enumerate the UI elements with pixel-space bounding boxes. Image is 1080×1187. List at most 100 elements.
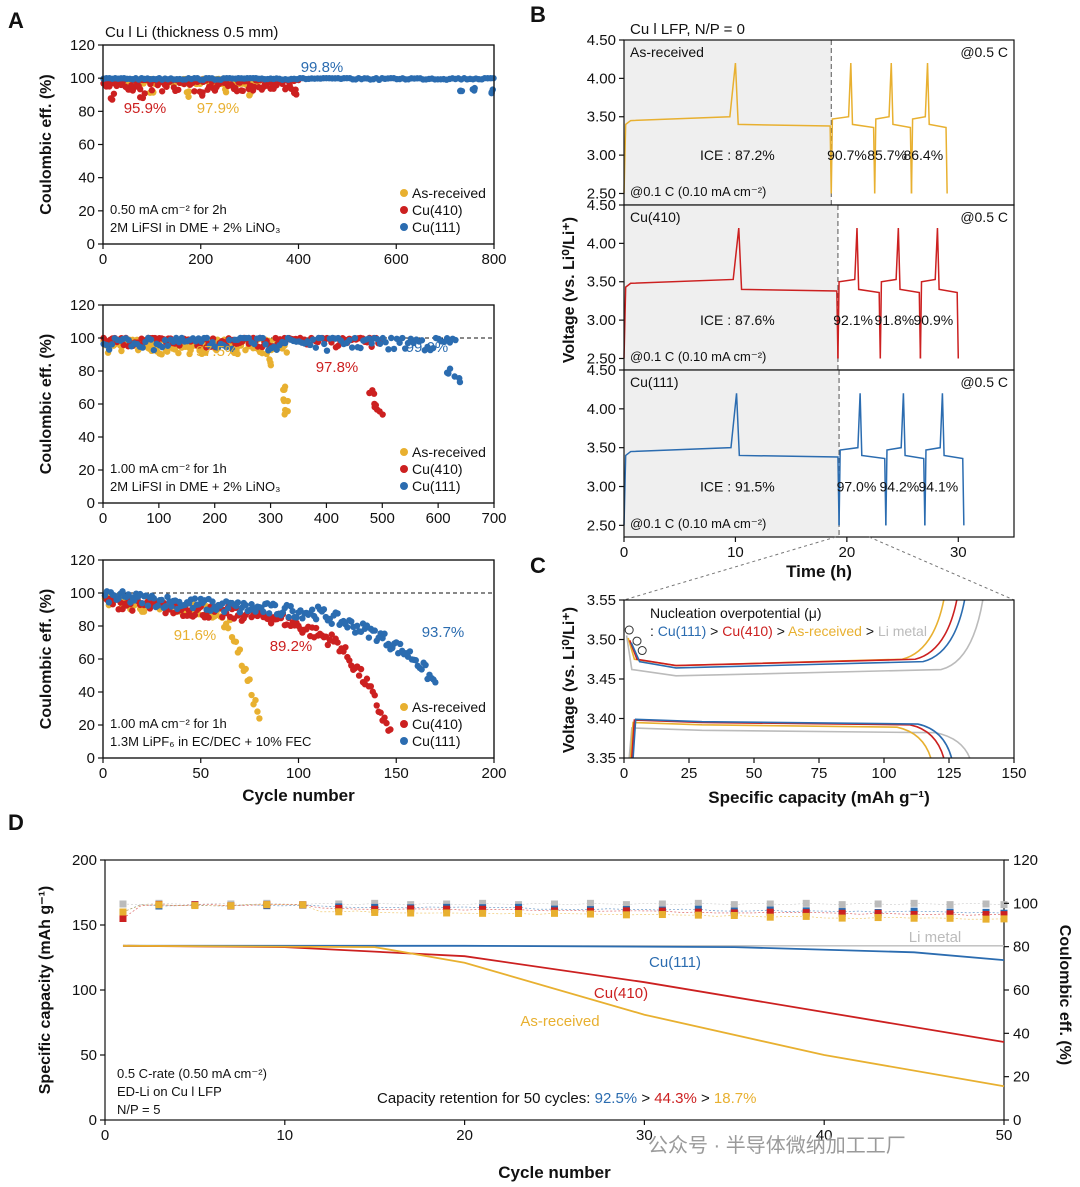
y-tick-label: 100 <box>70 585 95 602</box>
x-tick-label: 10 <box>727 544 744 561</box>
ce-marker <box>551 909 558 917</box>
y2-tick-label: 0 <box>1013 1112 1021 1129</box>
data-point <box>125 336 132 344</box>
x-axis-title: Cycle number <box>242 786 355 805</box>
data-point <box>323 347 331 354</box>
data-point <box>371 692 378 699</box>
data-point <box>115 595 122 602</box>
data-point <box>148 87 156 94</box>
ce-marker <box>910 911 918 919</box>
condition-line: N/P = 5 <box>117 1102 160 1117</box>
data-point <box>262 341 269 348</box>
y-tick-label: 100 <box>72 982 97 999</box>
data-point <box>164 342 171 349</box>
ce-marker <box>982 915 990 923</box>
series-ce-label: 99.8% <box>301 59 344 76</box>
y-tick-label: 4.50 <box>587 362 616 379</box>
ce-marker <box>1000 901 1008 909</box>
data-point <box>242 665 249 673</box>
x-tick-label: 50 <box>996 1127 1013 1144</box>
data-point <box>387 726 394 733</box>
y-tick-label: 120 <box>70 37 95 54</box>
y-tick-label: 150 <box>72 917 97 934</box>
condition-line: ED-Li on Cu l LFP <box>117 1084 222 1099</box>
data-point <box>357 665 365 673</box>
x-tick-label: 0 <box>101 1127 109 1144</box>
series-label: As-received <box>520 1013 599 1030</box>
data-point <box>267 620 275 627</box>
x-tick-label: 20 <box>839 544 856 561</box>
x-tick-label: 200 <box>202 510 227 527</box>
charge-curve <box>628 599 958 667</box>
legend-marker <box>400 720 408 728</box>
y-tick-label: 4.00 <box>587 70 616 87</box>
y2-tick-label: 80 <box>1013 939 1030 956</box>
y-tick-label: 80 <box>78 618 95 635</box>
data-point <box>158 596 165 604</box>
ice-label: ICE : 87.6% <box>700 312 775 328</box>
y-tick-label: 3.00 <box>587 312 616 329</box>
legend-marker <box>400 703 408 711</box>
ce-marker <box>515 909 523 917</box>
panel-b-title: Cu l LFP, N/P = 0 <box>630 21 745 38</box>
data-point <box>348 344 356 351</box>
series-label: Cu(111) <box>649 954 701 971</box>
data-point <box>489 86 496 93</box>
y-tick-label: 40 <box>78 684 95 701</box>
x-tick-label: 500 <box>370 510 395 527</box>
y-tick-label: 4.50 <box>587 197 616 214</box>
x-tick-label: 0 <box>99 765 107 782</box>
discharge-curve <box>632 718 953 759</box>
ce-marker <box>946 914 954 922</box>
data-point <box>456 378 464 386</box>
data-point <box>346 657 353 664</box>
data-point <box>175 349 182 357</box>
y-tick-label: 40 <box>78 429 95 446</box>
charge-curve <box>630 599 966 669</box>
y-tick-label: 3.35 <box>587 750 616 767</box>
data-point <box>147 336 155 343</box>
y-tick-label: 3.50 <box>587 274 616 291</box>
x-tick-label: 700 <box>481 510 506 527</box>
data-point <box>401 345 409 352</box>
y-axis-title: Coulombic eff. (%) <box>38 334 55 474</box>
data-point <box>248 691 255 699</box>
y-tick-label: 40 <box>78 170 95 187</box>
y-tick-label: 4.00 <box>587 235 616 252</box>
y2-tick-label: 60 <box>1013 982 1030 999</box>
cycle-ce-label: 94.2% <box>880 479 920 495</box>
y-tick-label: 2.50 <box>587 517 616 534</box>
x-tick-label: 300 <box>258 510 283 527</box>
y-tick-label: 0 <box>87 236 95 253</box>
cycle-ce-label: 90.9% <box>913 312 953 328</box>
scatter-points <box>100 334 464 418</box>
data-point <box>191 595 199 602</box>
nucleation-marker <box>624 625 634 635</box>
data-point <box>259 334 266 342</box>
ce-marker <box>479 909 487 917</box>
data-point <box>373 702 380 709</box>
data-point <box>443 369 451 376</box>
y-tick-label: 2.50 <box>587 185 616 202</box>
data-point <box>139 94 147 102</box>
data-point <box>129 607 136 614</box>
data-point <box>205 614 212 621</box>
y2-tick-label: 120 <box>1013 852 1038 869</box>
data-point <box>138 599 146 607</box>
y-axis-title: Voltage (vs. Li⁰/Li⁺) <box>561 217 578 363</box>
data-point <box>242 601 249 609</box>
y-tick-label: 200 <box>72 852 97 869</box>
data-point <box>191 611 199 619</box>
voltage-curve-cycle <box>873 62 913 194</box>
discharge-curve <box>631 719 945 759</box>
condition-line: 0.50 mA cm⁻² for 2h <box>110 202 227 217</box>
legend-entry: Cu(111) <box>412 478 461 494</box>
data-point <box>342 644 349 651</box>
ce-marker <box>694 911 702 919</box>
series-ce-label: 97.8% <box>316 359 359 376</box>
data-point <box>265 610 273 617</box>
x-tick-label: 75 <box>811 765 828 782</box>
data-point <box>118 347 125 355</box>
data-point <box>281 386 288 393</box>
y-tick-label: 60 <box>78 137 95 154</box>
